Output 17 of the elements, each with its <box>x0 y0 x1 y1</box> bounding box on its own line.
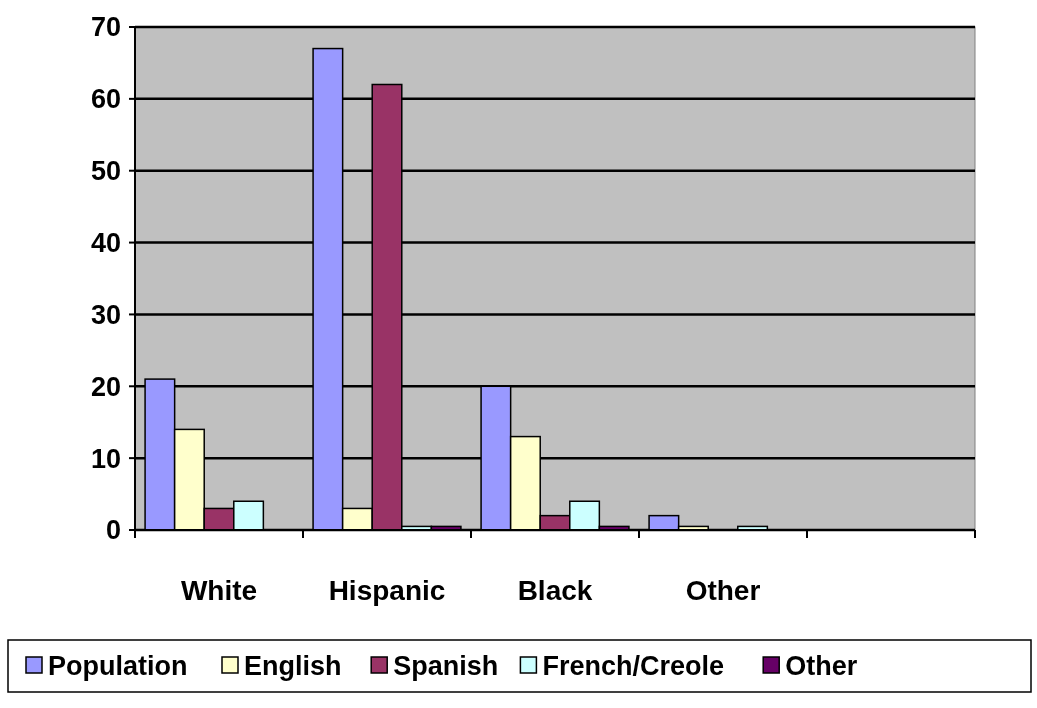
x-tick-label: Black <box>517 575 593 606</box>
x-tick-label: Hispanic <box>328 575 446 606</box>
y-tick-label: 70 <box>90 12 121 43</box>
y-tick-label: 40 <box>90 228 121 259</box>
y-tick-label: 10 <box>90 443 121 474</box>
y-tick-label: 60 <box>90 84 121 115</box>
legend-label: Spanish <box>393 651 499 682</box>
legend-label: Population <box>48 651 188 682</box>
y-tick-label: 30 <box>90 299 121 330</box>
x-tick-label: Other <box>685 575 761 606</box>
legend-label: Other <box>785 651 858 682</box>
legend-label: English <box>244 651 342 682</box>
x-tick-label: White <box>180 575 258 606</box>
legend-label: French/Creole <box>542 651 724 682</box>
y-tick-label: 0 <box>105 515 121 546</box>
y-tick-label: 20 <box>90 371 121 402</box>
y-tick-label: 50 <box>90 156 121 187</box>
